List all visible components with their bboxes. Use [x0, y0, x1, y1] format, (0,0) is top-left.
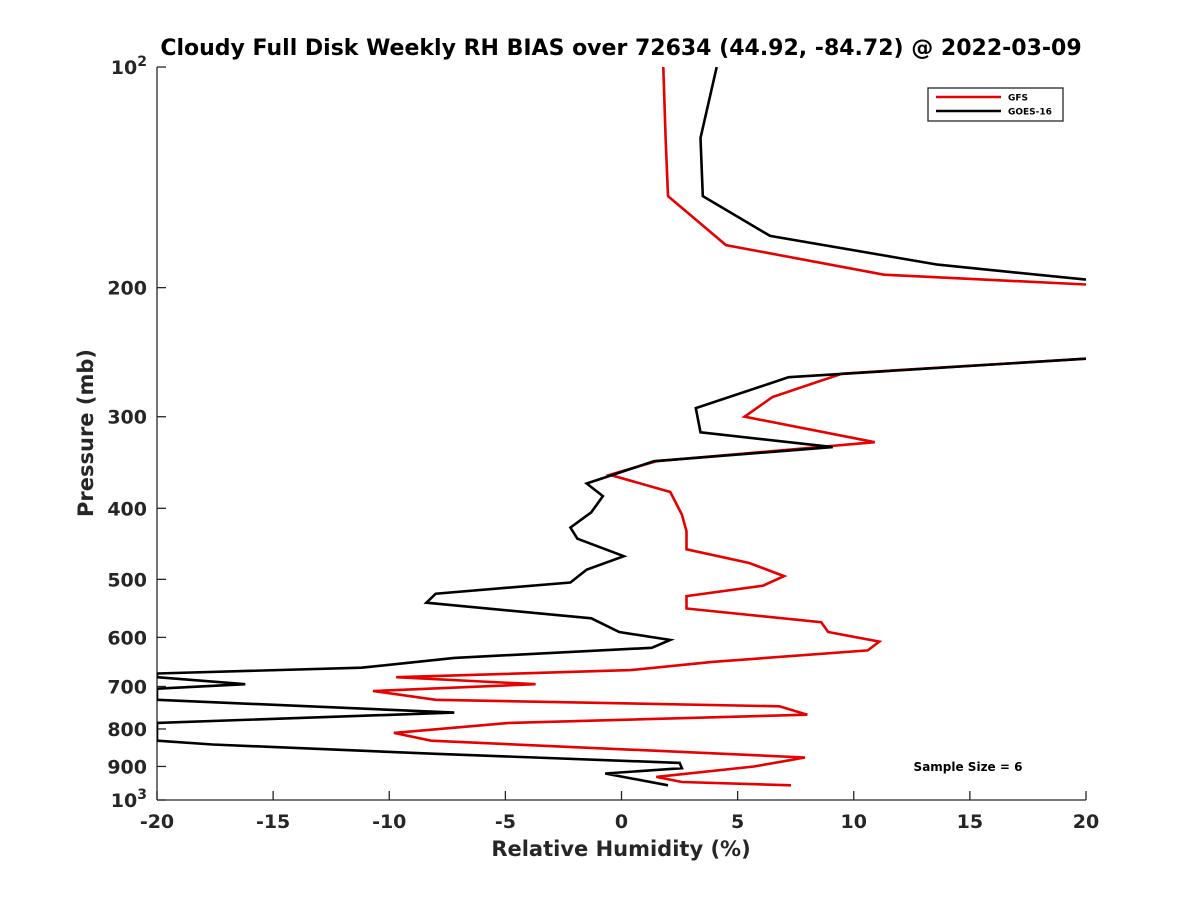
- x-tick-label: -20: [140, 811, 174, 833]
- x-tick-label: 15: [957, 811, 983, 833]
- y-tick-label: 800: [107, 719, 147, 741]
- x-tick-label: 20: [1073, 811, 1099, 833]
- y-tick-label: 200: [107, 278, 147, 300]
- x-tick-label: 10: [841, 811, 867, 833]
- x-tick-label: -5: [495, 811, 516, 833]
- y-tick-label: 103: [111, 787, 147, 812]
- x-axis-label: Relative Humidity (%): [491, 837, 750, 861]
- y-tick-label: 600: [107, 627, 147, 649]
- chart-title: Cloudy Full Disk Weekly RH BIAS over 726…: [160, 36, 1081, 61]
- x-tick-label: -10: [372, 811, 406, 833]
- y-tick-label: 400: [107, 498, 147, 520]
- x-tick-label: 5: [731, 811, 744, 833]
- series-line-goes-16: [157, 67, 1086, 787]
- y-tick-label: 500: [107, 569, 147, 591]
- x-tick-label: 0: [615, 811, 628, 833]
- y-tick-label: 300: [107, 407, 147, 429]
- y-tick-label: 900: [107, 756, 147, 778]
- y-tick-label: 102: [111, 54, 147, 79]
- sample-size-annotation: Sample Size = 6: [914, 760, 1023, 774]
- legend-box: [927, 87, 1064, 122]
- plot-area: -20 -15 -10 -5 0 5 10 15 20 102 200 300 400 500 600 700…: [107, 54, 1099, 833]
- legend-label-goes-16: GOES-16: [1008, 108, 1052, 118]
- y-tick-label: 700: [107, 676, 147, 698]
- x-tick-label: -15: [256, 811, 290, 833]
- legend-label-gfs: GFS: [1008, 94, 1028, 104]
- y-axis-label: Pressure (mb): [74, 349, 98, 517]
